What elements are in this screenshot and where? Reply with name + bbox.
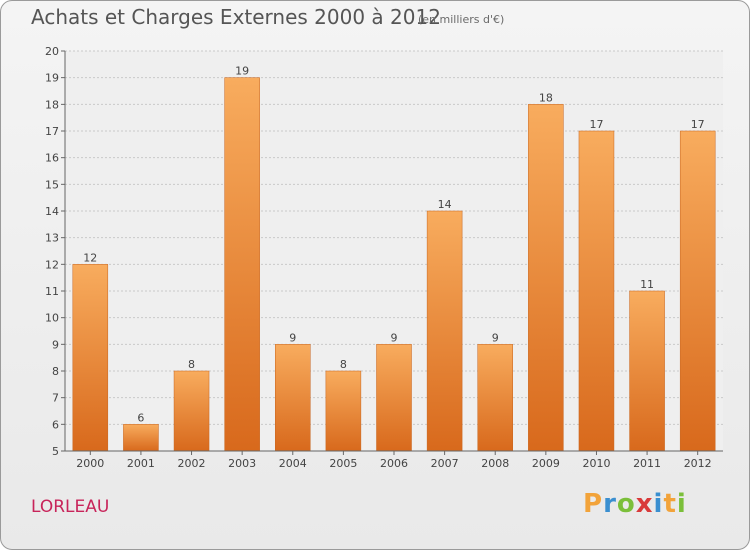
x-tick-label: 2003: [228, 457, 256, 470]
bar: [578, 130, 615, 452]
bar-value-label: 17: [589, 118, 603, 131]
bar-value-label: 9: [391, 331, 398, 344]
y-tick-label: 8: [52, 365, 59, 378]
bar: [426, 210, 463, 452]
y-tick-label: 9: [52, 338, 59, 351]
bar: [679, 130, 716, 452]
bar-value-label: 8: [188, 358, 195, 371]
bar: [275, 344, 311, 452]
bar-value-label: 8: [340, 358, 347, 371]
y-tick-label: 14: [45, 205, 59, 218]
chart-subtitle: (en milliers d'€): [418, 13, 505, 26]
x-tick-label: 2000: [76, 457, 104, 470]
x-tick-label: 2005: [329, 457, 357, 470]
bar: [629, 290, 665, 452]
y-tick-label: 7: [52, 392, 59, 405]
x-tick-label: 2012: [684, 457, 712, 470]
logo-letter: P: [583, 489, 604, 519]
bar: [173, 370, 210, 452]
proxiti-logo: Proxiti: [583, 489, 687, 519]
y-tick-label: 15: [45, 178, 59, 191]
x-tick-label: 2007: [431, 457, 459, 470]
bar: [224, 77, 260, 452]
x-tick-label: 2008: [481, 457, 509, 470]
x-tick-label: 2009: [532, 457, 560, 470]
y-tick-label: 19: [45, 72, 59, 85]
y-tick-label: 20: [45, 45, 59, 58]
x-tick-label: 2004: [279, 457, 307, 470]
bar: [528, 104, 564, 452]
y-tick-label: 5: [52, 445, 59, 458]
y-tick-label: 6: [52, 418, 59, 431]
y-tick-label: 13: [45, 232, 59, 245]
bar-value-label: 9: [492, 331, 499, 344]
bar-value-label: 14: [438, 198, 452, 211]
x-tick-label: 2010: [582, 457, 610, 470]
bar-value-label: 19: [235, 65, 249, 78]
bar-value-label: 6: [137, 411, 144, 424]
bar-value-label: 9: [289, 331, 296, 344]
logo-letter: r: [603, 489, 617, 519]
logo-letter: i: [676, 489, 687, 519]
logo-letter: x: [635, 489, 654, 519]
x-tick-label: 2011: [633, 457, 661, 470]
x-tick-label: 2002: [178, 457, 206, 470]
bar: [325, 370, 362, 452]
y-tick-label: 12: [45, 258, 59, 271]
y-tick-label: 17: [45, 125, 59, 138]
bar-value-label: 18: [539, 91, 553, 104]
bar: [376, 344, 412, 452]
bar: [477, 344, 513, 452]
bar: [123, 424, 159, 452]
y-tick-label: 10: [45, 312, 59, 325]
axis-layer: 5 6 7 8 9 10 11 12 13 14 15 16 17 18 19 20 2000 2001 2002 2…: [45, 45, 723, 470]
bars-layer: 12 6 8 19 9 8 9 14 9 18 17 11 17: [72, 65, 716, 452]
bar-value-label: 17: [691, 118, 705, 131]
bar-value-label: 11: [640, 278, 654, 291]
bar-value-label: 12: [83, 251, 97, 264]
x-tick-label: 2001: [127, 457, 155, 470]
commune-name: LORLEAU: [31, 497, 110, 517]
logo-letter: t: [663, 489, 677, 519]
y-tick-label: 16: [45, 152, 59, 165]
bar: [72, 264, 109, 452]
y-tick-label: 11: [45, 285, 59, 298]
logo-letter: o: [616, 489, 636, 519]
y-tick-label: 18: [45, 98, 59, 111]
logo-letter: i: [653, 489, 664, 519]
x-tick-label: 2006: [380, 457, 408, 470]
chart-title: Achats et Charges Externes 2000 à 2012: [31, 5, 441, 29]
